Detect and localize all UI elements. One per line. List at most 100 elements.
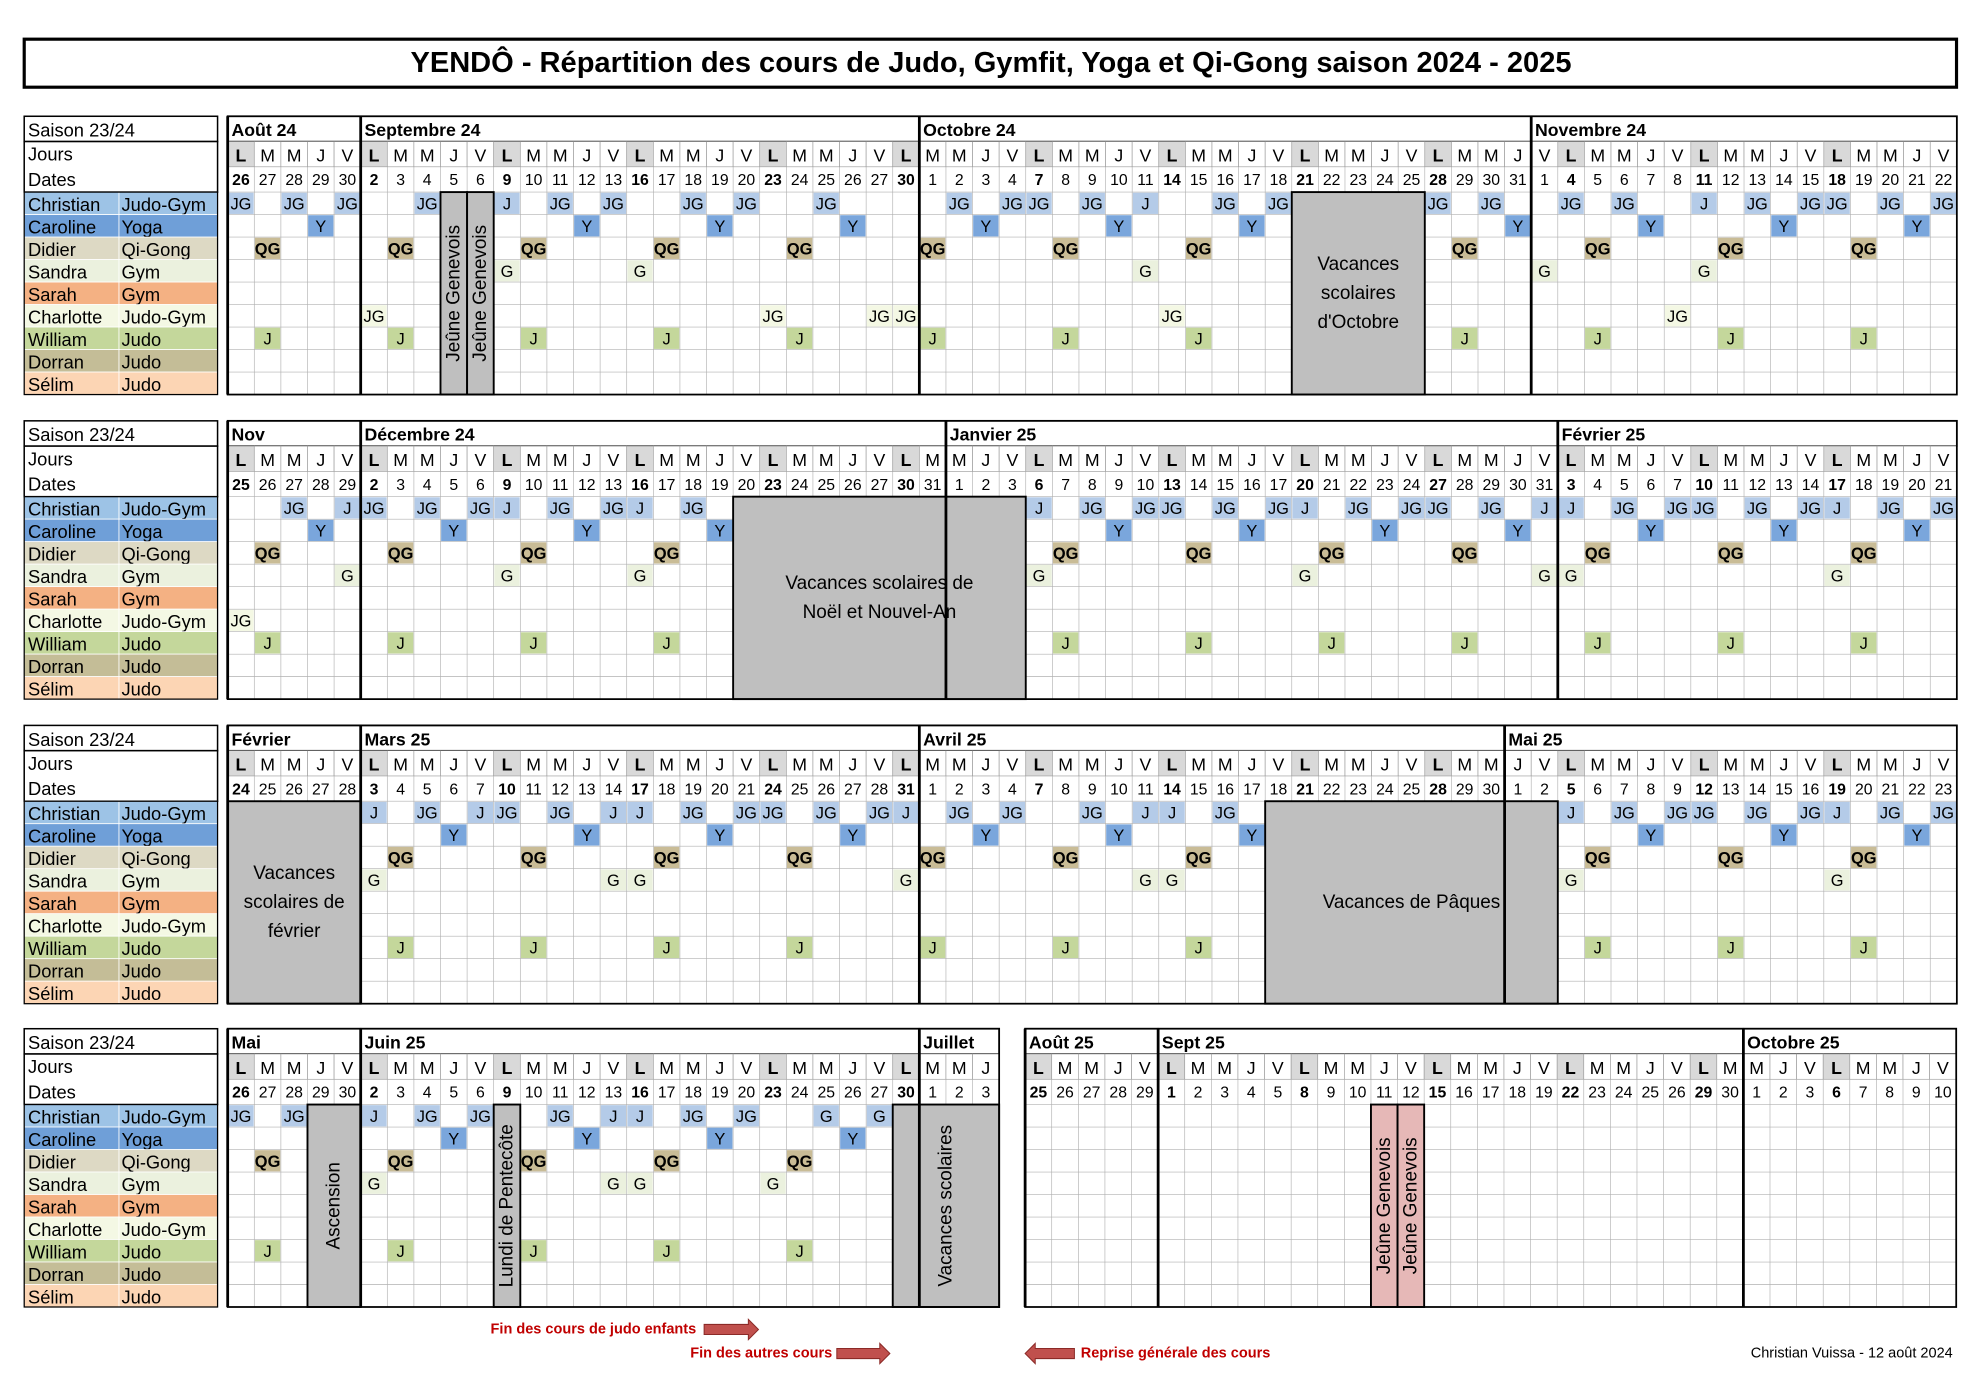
lesson-code: Y bbox=[1113, 218, 1124, 236]
dates-label: Dates bbox=[28, 169, 76, 190]
lesson-code: G bbox=[1831, 872, 1844, 890]
date: 12 bbox=[1402, 1085, 1420, 1102]
day-letter: L bbox=[1565, 1058, 1576, 1078]
lesson-code: JG bbox=[683, 1108, 704, 1126]
day-cell bbox=[626, 750, 654, 777]
lesson-cell bbox=[627, 497, 653, 519]
lesson-cell bbox=[1718, 327, 1744, 349]
lesson-cell bbox=[680, 192, 706, 214]
date: 7 bbox=[1647, 172, 1656, 189]
date: 10 bbox=[1695, 477, 1713, 494]
day-letter: J bbox=[582, 145, 591, 165]
lesson-cell bbox=[1638, 824, 1664, 846]
date: 19 bbox=[711, 477, 729, 494]
lesson-cell bbox=[334, 192, 361, 214]
date: 10 bbox=[1349, 1085, 1367, 1102]
month-name: Nov bbox=[231, 425, 265, 445]
day-cell bbox=[1211, 750, 1239, 777]
day-letter: L bbox=[635, 450, 646, 470]
day-letter: J bbox=[1646, 450, 1655, 470]
date: 21 bbox=[1296, 781, 1314, 798]
day-letter: V bbox=[1672, 755, 1684, 775]
lesson-cell bbox=[387, 237, 414, 259]
day-letter: M bbox=[1590, 450, 1605, 470]
day-cell bbox=[1052, 445, 1080, 472]
lesson-code: J bbox=[263, 635, 271, 653]
person-name: Caroline bbox=[28, 217, 96, 238]
date: 29 bbox=[1456, 172, 1474, 189]
day-letter: M bbox=[1750, 450, 1765, 470]
day-letter: L bbox=[768, 145, 779, 165]
lesson-cell bbox=[1691, 260, 1717, 282]
day-cell bbox=[280, 445, 308, 472]
note: Fin des autres cours bbox=[690, 1346, 832, 1362]
season-label: Saison 23/24 bbox=[28, 120, 135, 141]
lesson-code: J bbox=[370, 1108, 378, 1126]
lesson-code: JG bbox=[1401, 500, 1422, 518]
day-letter: M bbox=[1617, 755, 1632, 775]
holiday-label: Jeûne Genevois bbox=[1374, 1137, 1395, 1274]
lesson-cell bbox=[680, 1105, 706, 1127]
lesson-code: Y bbox=[1778, 218, 1789, 236]
day-letter: M bbox=[287, 1058, 302, 1078]
person-name: Sélim bbox=[28, 983, 74, 1004]
person-activity: Judo bbox=[122, 983, 162, 1004]
holiday-label: Lundi de Pentecôte bbox=[497, 1124, 518, 1287]
lesson-code: JG bbox=[683, 500, 704, 518]
date: 30 bbox=[897, 1085, 915, 1102]
month-header bbox=[918, 724, 1506, 752]
day-cell bbox=[972, 445, 1000, 472]
lesson-cell bbox=[813, 801, 839, 824]
date: 11 bbox=[552, 172, 568, 189]
lesson-code: J bbox=[370, 805, 378, 823]
date: 26 bbox=[844, 1085, 862, 1102]
lesson-code: QG bbox=[1452, 241, 1478, 259]
person-name: Charlotte bbox=[28, 611, 102, 632]
lesson-cell bbox=[387, 1240, 414, 1262]
day-letter: L bbox=[1433, 450, 1444, 470]
date: 10 bbox=[525, 172, 543, 189]
day-letter: J bbox=[848, 450, 857, 470]
month-name: Septembre 24 bbox=[364, 120, 480, 140]
day-cell bbox=[919, 750, 947, 777]
lesson-cell bbox=[1106, 824, 1132, 846]
day-letter: M bbox=[393, 450, 408, 470]
day-cell bbox=[1903, 141, 1931, 168]
date: 8 bbox=[1088, 477, 1097, 494]
day-letter: M bbox=[686, 450, 701, 470]
lesson-cell bbox=[1718, 237, 1744, 259]
date: 27 bbox=[1083, 1085, 1101, 1102]
season-label: Saison 23/24 bbox=[28, 729, 135, 750]
date: 16 bbox=[1216, 781, 1234, 798]
day-cell bbox=[1318, 141, 1346, 168]
holiday-box bbox=[732, 495, 1027, 701]
date: 10 bbox=[525, 1085, 543, 1102]
day-letter: M bbox=[1351, 755, 1366, 775]
lesson-code: G bbox=[1166, 872, 1179, 890]
day-letter: M bbox=[526, 1058, 541, 1078]
lesson-cell bbox=[1771, 519, 1797, 542]
lesson-code: G bbox=[368, 1176, 381, 1194]
day-cell bbox=[1850, 445, 1878, 472]
date: 28 bbox=[871, 781, 889, 798]
date: 18 bbox=[684, 1085, 702, 1102]
lesson-cell bbox=[334, 564, 361, 587]
block-frame bbox=[226, 419, 1958, 701]
day-cell bbox=[653, 1053, 681, 1080]
date: 15 bbox=[1190, 781, 1208, 798]
lesson-cell bbox=[254, 542, 281, 564]
date: 8 bbox=[1673, 172, 1682, 189]
lesson-code: J bbox=[1833, 805, 1841, 823]
lesson-cell bbox=[1558, 497, 1584, 519]
day-letter: M bbox=[1058, 755, 1073, 775]
date: 26 bbox=[232, 172, 250, 189]
day-letter: M bbox=[393, 145, 408, 165]
day-letter: J bbox=[715, 145, 724, 165]
day-letter: J bbox=[1780, 145, 1789, 165]
lesson-cell bbox=[653, 1150, 680, 1172]
date: 12 bbox=[1695, 781, 1713, 798]
person-activity: Yoga bbox=[122, 521, 164, 542]
day-letter: M bbox=[1616, 1058, 1631, 1078]
date: 10 bbox=[525, 477, 543, 494]
lesson-code: J bbox=[1594, 940, 1602, 958]
